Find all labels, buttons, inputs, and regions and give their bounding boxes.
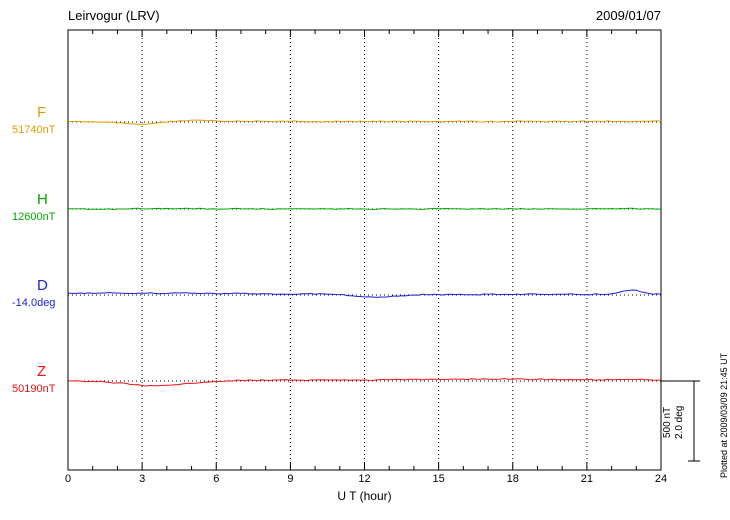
x-tick-label-6: 6 [213,473,220,485]
trace-Z [67,377,662,387]
x-tick-label-24: 24 [654,473,668,485]
series-value-Z: 50190nT [12,383,56,395]
x-tick-label-3: 3 [139,473,146,485]
trace-D [67,289,662,298]
station-title: Leirvogur (LRV) [68,8,160,23]
x-tick-label-9: 9 [287,473,294,485]
x-tick-label-15: 15 [432,473,445,485]
trace-F [67,119,662,126]
series-letter-Z: Z [37,363,47,380]
trace-H [67,207,662,211]
scale-nt-label: 500 nT [662,406,673,438]
x-tick-label-12: 12 [358,473,371,485]
series-letter-F: F [37,104,47,121]
x-tick-label-21: 21 [580,473,593,485]
series-letter-D: D [37,277,48,294]
series-value-D: -14.0deg [12,297,56,309]
x-tick-label-18: 18 [506,473,519,485]
plot-date: 2009/01/07 [595,8,661,23]
series-letter-H: H [37,191,48,208]
series-value-F: 51740nT [12,124,56,136]
x-tick-label-0: 0 [64,473,72,485]
x-axis-label: U T (hour) [337,489,392,503]
plotted-at-note: Plotted at 2009/03/09 21:45 UT [719,352,729,478]
scale-deg-label: 2.0 deg [674,405,685,439]
series-value-H: 12600nT [12,211,56,223]
scale-bar-labels: 500 nT 2.0 deg [662,384,686,460]
